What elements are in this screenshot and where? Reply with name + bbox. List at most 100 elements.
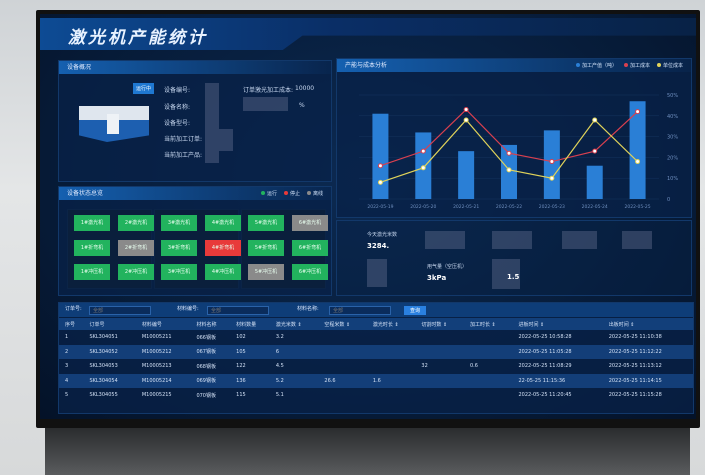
- table-cell: M10005212: [135, 344, 191, 359]
- device-tile[interactable]: 1#冲压机: [74, 264, 110, 281]
- stats-panel: 今天激光米数 3284. 用气量（空压机） 3kPa 1.5: [336, 220, 692, 296]
- table-cell: 5: [65, 392, 69, 399]
- column-header[interactable]: 激光米数 ⇕: [269, 318, 319, 330]
- table-cell: M10005213: [141, 363, 172, 370]
- table-cell: 105: [230, 344, 270, 359]
- table-cell: SKL304053: [89, 363, 118, 370]
- material-name-filter-input[interactable]: [329, 306, 391, 315]
- redacted-stat: [492, 231, 532, 249]
- series-point: [635, 109, 641, 115]
- order-filter-input[interactable]: [89, 306, 151, 315]
- material-code-filter-label: 材料编号:: [177, 306, 199, 312]
- device-tile[interactable]: 6#折弯机: [292, 239, 328, 256]
- device-tile[interactable]: 3#冲压机: [161, 264, 197, 281]
- cost-label: 订单激光加工成本:: [243, 87, 294, 94]
- table-cell: [415, 388, 464, 403]
- material-name-filter-label: 材料名称:: [297, 306, 319, 312]
- stat-value: 3kPa: [427, 274, 447, 282]
- device-group: 3#激光机 4#激光机 3#折弯机 4#折弯机 3#冲压机 4#冲压机: [154, 209, 241, 289]
- device-tile[interactable]: 5#折弯机: [248, 239, 284, 256]
- device-tile[interactable]: 3#折弯机: [161, 239, 197, 256]
- table-cell: [318, 388, 367, 403]
- table-cell: 102: [236, 334, 246, 341]
- table-cell: M10005215: [141, 392, 172, 399]
- query-button[interactable]: 查询: [404, 306, 426, 315]
- table-cell: [318, 330, 367, 345]
- device-tile[interactable]: 6#激光机: [292, 215, 328, 231]
- device-tile[interactable]: 2#激光机: [118, 215, 154, 231]
- column-header[interactable]: 加工时长 ⇕: [463, 318, 513, 330]
- material-code-filter-input[interactable]: [207, 306, 269, 315]
- percent-value: %: [299, 102, 305, 109]
- table-cell: [463, 373, 513, 388]
- stat-value: 3284.: [367, 242, 390, 250]
- table-cell: SKL304051: [89, 334, 118, 341]
- table-row[interactable]: 5 SKL304055 M10005215 070钢板 115 5.1 2022-05-25…: [59, 388, 693, 403]
- device-tile[interactable]: 4#冲压机: [205, 264, 241, 281]
- bar: [629, 101, 646, 199]
- table-cell: [367, 330, 416, 345]
- device-tile[interactable]: 4#激光机: [205, 215, 241, 231]
- device-tile[interactable]: 2#折弯机: [118, 239, 154, 256]
- right-tick-label: 20%: [667, 155, 678, 161]
- table-cell: 32: [421, 363, 428, 370]
- field-device-code: 设备编号:: [164, 87, 191, 94]
- series-point: [420, 165, 426, 171]
- device-tile[interactable]: 2#冲压机: [118, 264, 154, 281]
- table-cell: 2022-05-25 11:14:15: [602, 373, 693, 388]
- table-cell: 2022-05-25 11:10:38: [608, 334, 662, 341]
- table-row[interactable]: 1 SKL304051 M10005211 066钢板 102 3.2 2022-05-25…: [59, 330, 693, 345]
- redacted-stat: [562, 231, 597, 249]
- table-cell: 6: [269, 344, 319, 359]
- column-header[interactable]: 切割时数 ⇕: [415, 318, 464, 330]
- column-header[interactable]: 激光时长 ⇕: [366, 318, 416, 330]
- series-point: [506, 167, 512, 173]
- table-row[interactable]: 3 SKL304053 M10005213 068钢板 122 4.5 32 0.6 2022-…: [59, 359, 693, 374]
- table-cell: 4: [59, 373, 84, 388]
- table-cell: [367, 359, 416, 374]
- table-cell: 2022-05-25 11:13:12: [608, 363, 662, 370]
- capacity-cost-chart: 0 10% 20% 30% 40% 50% 2022-05-19 2022-05-20 2022…: [359, 93, 678, 210]
- column-header[interactable]: 出板时间 ⇕: [602, 318, 693, 330]
- device-tile[interactable]: 5#冲压机: [248, 264, 284, 281]
- right-tick-label: 30%: [667, 135, 678, 141]
- device-tile[interactable]: 3#激光机: [161, 215, 197, 231]
- column-header[interactable]: 订单号: [83, 318, 136, 330]
- legend-label: 运行: [266, 191, 277, 197]
- legend-label: 加工成本: [629, 63, 650, 69]
- device-tile[interactable]: 4#折弯机: [205, 239, 241, 256]
- table-cell: [464, 388, 513, 403]
- legend-label: 停止: [289, 191, 300, 197]
- x-tick-label: 2022-05-22: [496, 204, 522, 210]
- title-bar: 激光机产能统计: [40, 18, 696, 50]
- column-header[interactable]: 材料名称: [190, 318, 231, 330]
- table-cell: 4.5: [275, 363, 284, 370]
- column-header[interactable]: 进板时间 ⇕: [512, 318, 603, 330]
- bar: [586, 165, 603, 199]
- legend-dot-icon: [623, 63, 628, 67]
- legend-item: 停止: [283, 190, 300, 197]
- table-cell: 070钢板: [196, 392, 216, 399]
- column-header[interactable]: 材料数量: [230, 318, 270, 330]
- device-tile[interactable]: 1#折弯机: [74, 239, 110, 256]
- legend-item: 运行: [260, 190, 277, 197]
- column-header[interactable]: 材料编号: [135, 318, 191, 330]
- legend-label: 加工产值（吨）: [581, 63, 617, 69]
- table-cell: [318, 359, 367, 374]
- column-header[interactable]: 序号: [59, 318, 84, 330]
- series-point: [592, 148, 598, 154]
- field-current-product: 当前加工产品:: [164, 152, 203, 159]
- device-tile[interactable]: 1#激光机: [74, 215, 110, 231]
- series-point: [549, 159, 555, 165]
- legend-item: 离线: [306, 190, 323, 197]
- cost-value: 10000: [295, 85, 315, 92]
- table-cell: SKL304052: [83, 344, 136, 359]
- device-tile[interactable]: 6#冲压机: [292, 264, 328, 281]
- capacity-cost-chart-panel: 产能与成本分析 加工产值（吨） 加工成本 单位成本 0 10% 20% 30% 40% 50%…: [336, 58, 692, 218]
- table-row[interactable]: 2 SKL304052 M10005212 067钢板 105 6 2022-05-25 1…: [59, 344, 693, 359]
- column-header[interactable]: 空程米数 ⇕: [318, 318, 367, 330]
- device-tile[interactable]: 5#激光机: [248, 215, 284, 231]
- table-cell: 2022-05-25 11:15:28: [608, 392, 662, 399]
- table-row[interactable]: 4 SKL304054 M10005214 069钢板 136 5.2 26.6 1.6 22-…: [59, 373, 693, 388]
- legend-dot-icon: [656, 63, 661, 67]
